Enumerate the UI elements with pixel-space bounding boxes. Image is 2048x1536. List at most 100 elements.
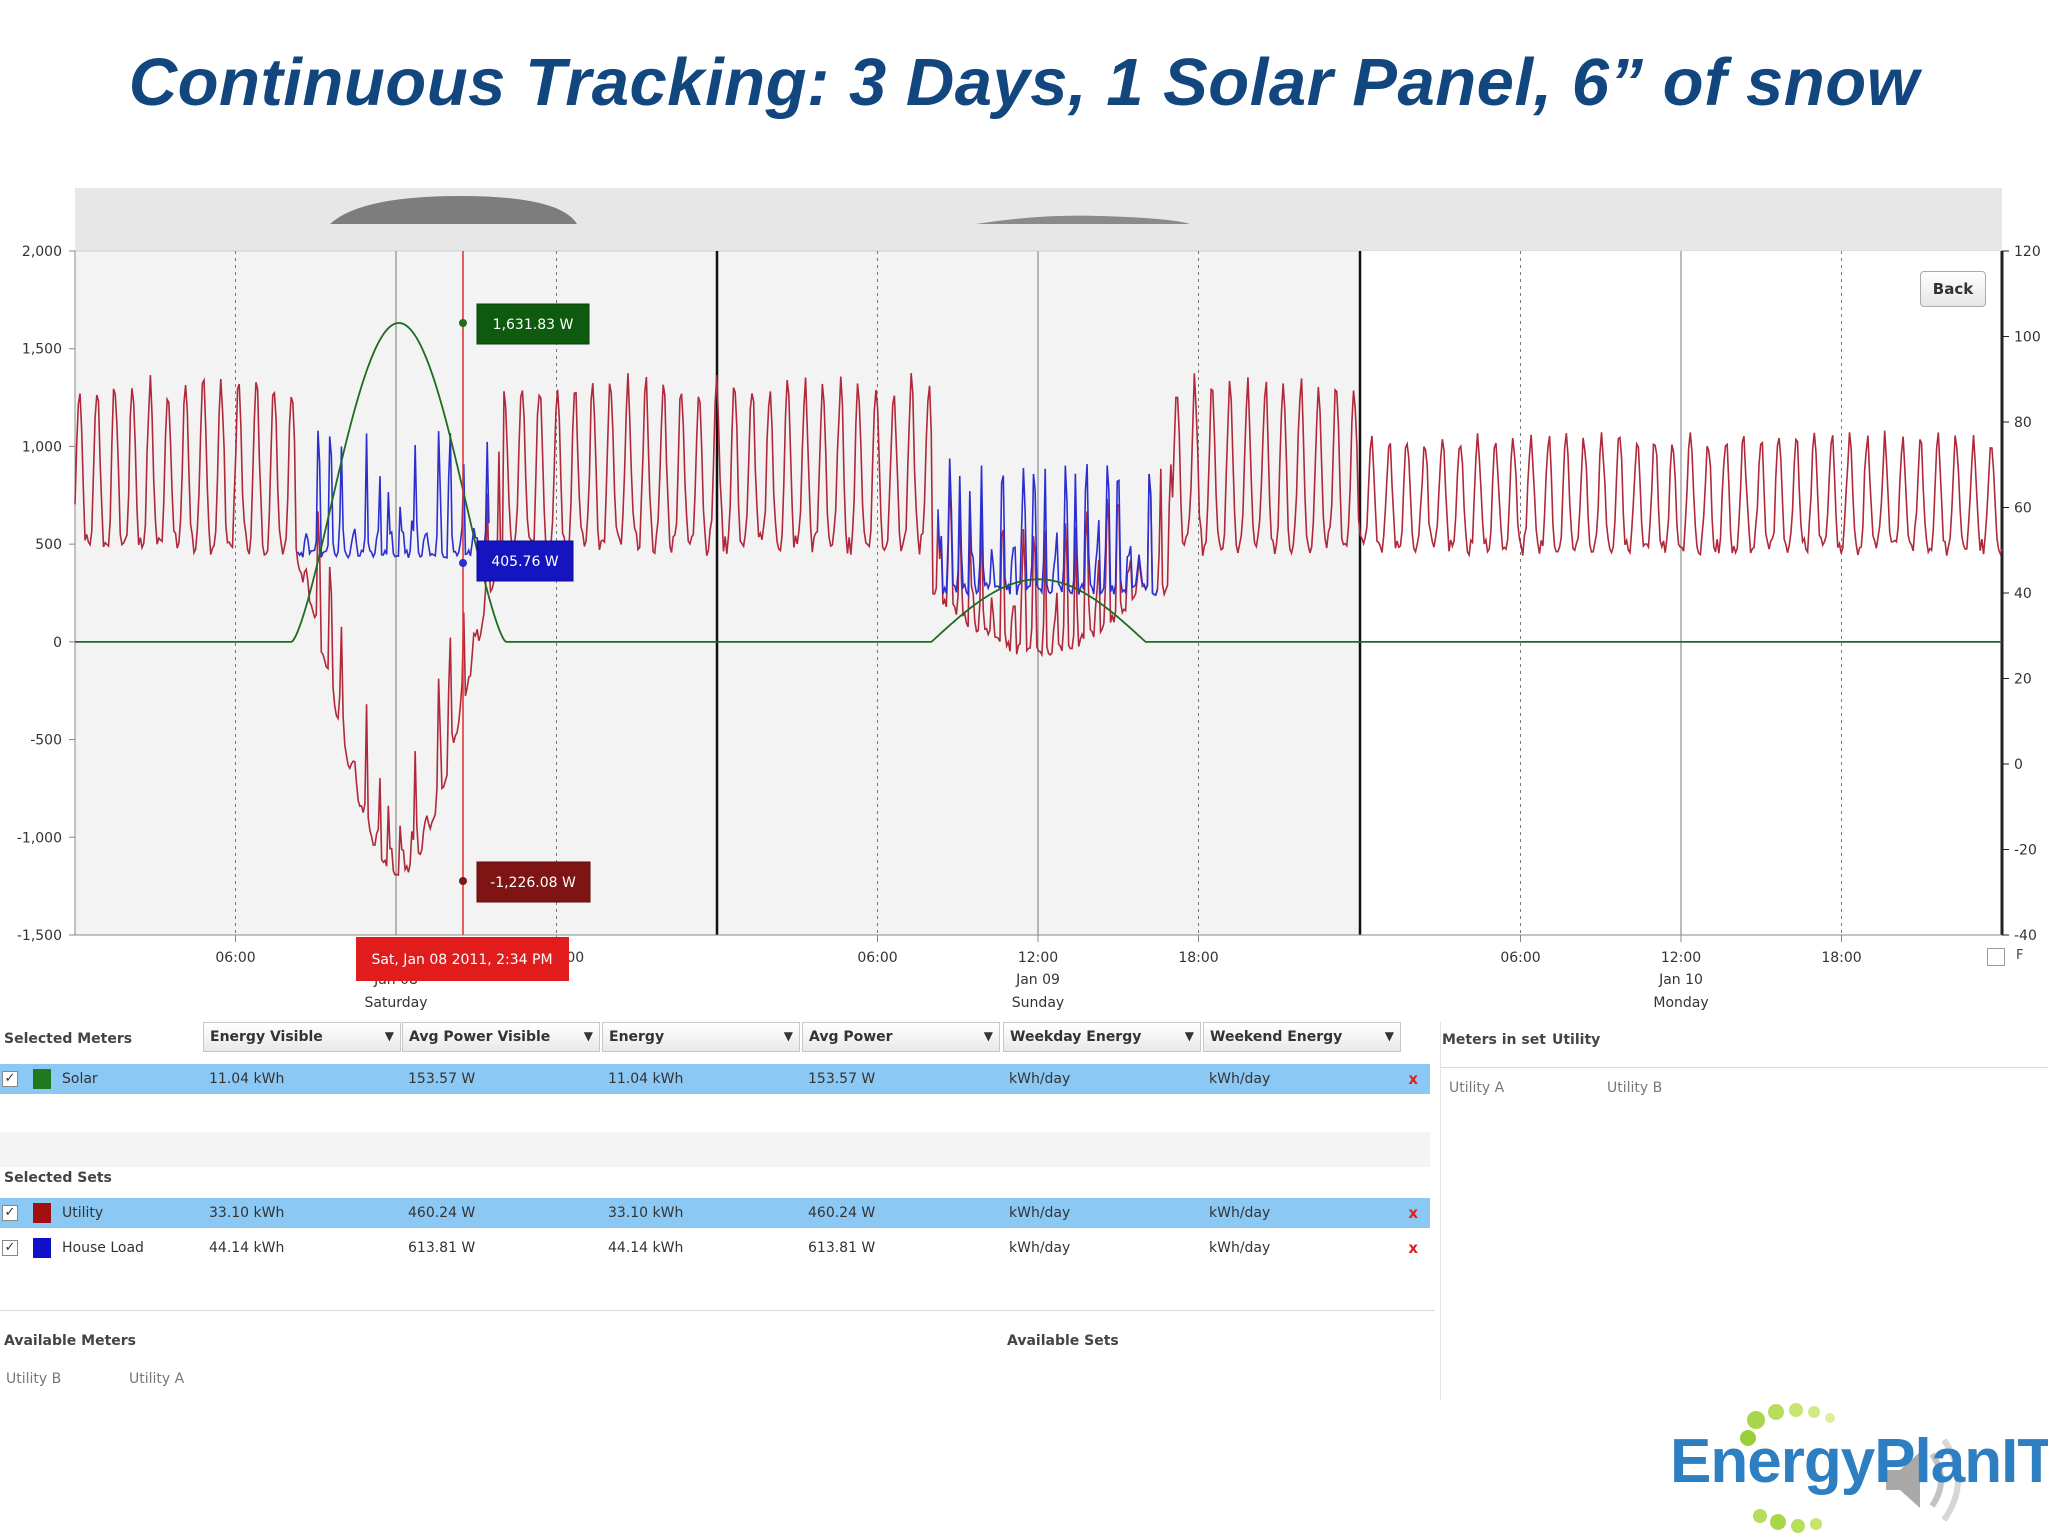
- right-tick-label: 100: [2014, 330, 2041, 346]
- row-value: 613.81 W: [408, 1240, 476, 1256]
- column-header-label: Weekend Energy: [1210, 1029, 1343, 1045]
- day-weekday-label: Monday: [1653, 995, 1708, 1011]
- chevron-down-icon[interactable]: ▼: [1384, 1029, 1394, 1043]
- x-tick-label: 06:00: [215, 950, 255, 966]
- row-checkbox[interactable]: ✓: [2, 1071, 18, 1087]
- utility-series-line: [74, 373, 2003, 877]
- row-name: Solar: [62, 1071, 98, 1087]
- house-marker: [459, 559, 467, 567]
- color-swatch[interactable]: [33, 1238, 51, 1258]
- meters-in-set-label: Meters in set: [1442, 1032, 1546, 1048]
- utility-callout-text: -1,226.08 W: [490, 875, 576, 891]
- table-row[interactable]: ✓ House Load 44.14 kWh 613.81 W 44.14 kWh 613…: [0, 1233, 1430, 1263]
- right-tick-label: 120: [2014, 244, 2041, 260]
- left-axis-ticks: 2,000 1,500 1,000 500 0 -500 -1,000 -1,500: [17, 244, 75, 944]
- column-header[interactable]: Energy ▼: [602, 1022, 800, 1052]
- set-member-utility-a[interactable]: Utility A: [1449, 1080, 1505, 1096]
- cursor-time-label: Sat, Jan 08 2011, 2:34 PM: [356, 937, 569, 981]
- left-tick-label: 0: [53, 635, 62, 651]
- row-value: 11.04 kWh: [209, 1071, 285, 1087]
- overview-solar-hump-1: [330, 196, 577, 224]
- color-swatch[interactable]: [33, 1203, 51, 1223]
- logo-text: EnergyPlanIT: [1670, 1427, 2048, 1496]
- column-header-label: Avg Power Visible: [409, 1029, 551, 1045]
- remove-icon[interactable]: x: [1408, 1204, 1418, 1222]
- left-tick-label: 500: [35, 537, 62, 553]
- right-tick-label: -20: [2014, 843, 2037, 859]
- day-weekday-label: Saturday: [364, 995, 427, 1011]
- column-header-label: Energy: [609, 1029, 665, 1045]
- color-swatch[interactable]: [33, 1069, 51, 1089]
- meters-in-set-header: Meters in set Utility: [1441, 1022, 2048, 1068]
- back-button[interactable]: Back: [1920, 271, 1986, 307]
- remove-icon[interactable]: x: [1408, 1239, 1418, 1257]
- x-tick-label: 06:00: [1500, 950, 1540, 966]
- x-tick-label: 06:00: [857, 950, 897, 966]
- row-value: 460.24 W: [808, 1205, 876, 1221]
- f-checkbox[interactable]: [1987, 948, 2005, 966]
- column-header[interactable]: Avg Power Visible ▼: [402, 1022, 600, 1052]
- day-date-label: Jan 09: [1015, 972, 1060, 988]
- right-tick-label: 20: [2014, 672, 2032, 688]
- row-name: Utility: [62, 1205, 104, 1221]
- row-value: 460.24 W: [408, 1205, 476, 1221]
- chevron-down-icon[interactable]: ▼: [583, 1029, 593, 1043]
- solar-callout-text: 1,631.83 W: [493, 317, 574, 333]
- column-header[interactable]: Energy Visible ▼: [203, 1022, 401, 1052]
- row-value: 11.04 kWh: [608, 1071, 684, 1087]
- day-date-label: Jan 10: [1658, 972, 1703, 988]
- x-tick-label: 18:00: [1821, 950, 1861, 966]
- solar-series-line: [75, 322, 2002, 643]
- row-value: kWh/day: [1009, 1240, 1071, 1256]
- row-value: kWh/day: [1009, 1205, 1071, 1221]
- table-row[interactable]: ✓ Utility 33.10 kWh 460.24 W 33.10 kWh 460.24…: [0, 1198, 1430, 1228]
- right-tick-label: -40: [2014, 928, 2037, 944]
- row-checkbox[interactable]: ✓: [2, 1240, 18, 1256]
- house-load-series-line: [297, 430, 490, 560]
- right-tick-label: 80: [2014, 415, 2032, 431]
- available-meter-utility-a[interactable]: Utility A: [129, 1371, 185, 1387]
- house-callout-text: 405.76 W: [491, 554, 558, 570]
- column-header-label: Energy Visible: [210, 1029, 323, 1045]
- row-checkbox[interactable]: ✓: [2, 1205, 18, 1221]
- utility-min-marker: [459, 877, 467, 885]
- chevron-down-icon[interactable]: ▼: [783, 1029, 793, 1043]
- f-label: F: [2016, 948, 2024, 963]
- row-value: 33.10 kWh: [608, 1205, 684, 1221]
- column-header[interactable]: Weekend Energy ▼: [1203, 1022, 1401, 1052]
- meters-empty-band: [0, 1132, 1430, 1167]
- day-weekday-label: Sunday: [1012, 995, 1064, 1011]
- column-header[interactable]: Avg Power ▼: [802, 1022, 1000, 1052]
- cursor-time-text: Sat, Jan 08 2011, 2:34 PM: [371, 952, 552, 968]
- available-meter-utility-b[interactable]: Utility B: [6, 1371, 62, 1387]
- left-tick-label: -1,500: [17, 928, 62, 944]
- row-value: 44.14 kWh: [608, 1240, 684, 1256]
- available-sets-label: Available Sets: [1007, 1333, 1119, 1349]
- column-header[interactable]: Weekday Energy ▼: [1003, 1022, 1201, 1052]
- gridlines: [235, 251, 1842, 935]
- available-section: Available Meters Utility B Utility A Ava…: [0, 1310, 1435, 1401]
- chevron-down-icon[interactable]: ▼: [1184, 1029, 1194, 1043]
- row-value: 153.57 W: [408, 1071, 476, 1087]
- meters-in-set-panel: Meters in set Utility Utility A Utility …: [1440, 1022, 2048, 1400]
- chevron-down-icon[interactable]: ▼: [983, 1029, 993, 1043]
- left-tick-label: 1,500: [22, 342, 62, 358]
- row-value: kWh/day: [1209, 1071, 1271, 1087]
- chevron-down-icon[interactable]: ▼: [384, 1029, 394, 1043]
- overview-solar-hump-2: [976, 215, 1190, 224]
- house-callout: 405.76 W: [476, 540, 574, 582]
- row-name: House Load: [62, 1240, 144, 1256]
- row-value: kWh/day: [1209, 1205, 1271, 1221]
- remove-icon[interactable]: x: [1408, 1070, 1418, 1088]
- column-header-label: Weekday Energy: [1010, 1029, 1142, 1045]
- set-member-utility-b[interactable]: Utility B: [1607, 1080, 1663, 1096]
- right-tick-label: 60: [2014, 501, 2032, 517]
- x-tick-label: 18:00: [1178, 950, 1218, 966]
- logo-dots: [1740, 1403, 1961, 1533]
- table-row[interactable]: ✓ Solar 11.04 kWh 153.57 W 11.04 kWh 153.57 W…: [0, 1064, 1430, 1094]
- x-tick-label: 12:00: [1018, 950, 1058, 966]
- column-header-label: Avg Power: [809, 1029, 893, 1045]
- meters-in-set-name: Utility: [1552, 1032, 1601, 1048]
- utility-callout: -1,226.08 W: [476, 861, 591, 903]
